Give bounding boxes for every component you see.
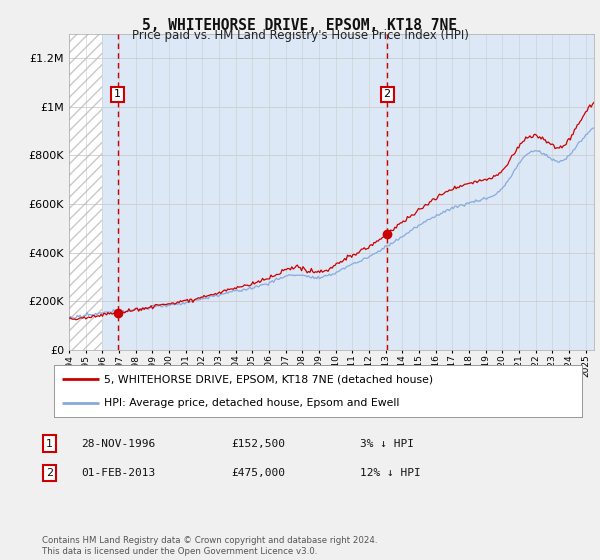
Text: 5, WHITEHORSE DRIVE, EPSOM, KT18 7NE (detached house): 5, WHITEHORSE DRIVE, EPSOM, KT18 7NE (de…	[104, 374, 433, 384]
Text: £152,500: £152,500	[231, 438, 285, 449]
Text: Contains HM Land Registry data © Crown copyright and database right 2024.
This d: Contains HM Land Registry data © Crown c…	[42, 536, 377, 556]
Text: £475,000: £475,000	[231, 468, 285, 478]
Text: 2: 2	[46, 468, 53, 478]
Bar	[103, 34, 594, 350]
Text: 12% ↓ HPI: 12% ↓ HPI	[360, 468, 421, 478]
Text: HPI: Average price, detached house, Epsom and Ewell: HPI: Average price, detached house, Epso…	[104, 398, 400, 408]
Text: 28-NOV-1996: 28-NOV-1996	[81, 438, 155, 449]
Text: 2: 2	[383, 90, 391, 100]
Text: 01-FEB-2013: 01-FEB-2013	[81, 468, 155, 478]
Text: 1: 1	[46, 438, 53, 449]
Bar	[69, 34, 103, 350]
Text: Price paid vs. HM Land Registry's House Price Index (HPI): Price paid vs. HM Land Registry's House …	[131, 29, 469, 42]
Text: 5, WHITEHORSE DRIVE, EPSOM, KT18 7NE: 5, WHITEHORSE DRIVE, EPSOM, KT18 7NE	[143, 18, 458, 33]
Text: 1: 1	[114, 90, 121, 100]
Bar	[69, 34, 103, 350]
Text: 3% ↓ HPI: 3% ↓ HPI	[360, 438, 414, 449]
